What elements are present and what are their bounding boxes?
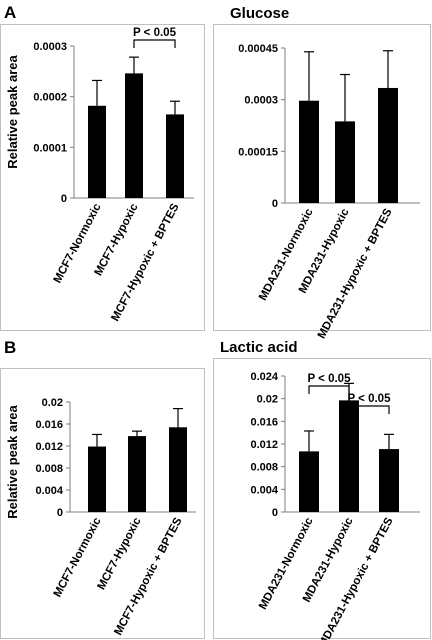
y-tick-label: 0.004 [250, 484, 278, 496]
y-tick-label: 0.004 [35, 485, 63, 497]
bar [378, 87, 398, 203]
significance-label: P < 0.05 [348, 393, 392, 405]
chart-frame-a-left [0, 24, 205, 331]
chart-lactic-acid-mda231: 00.0040.0080.0120.0160.020.024MDA231-Nor… [250, 371, 420, 640]
y-tick-label: 0.02 [42, 397, 63, 409]
bar [166, 114, 184, 198]
y-tick-label: 0.024 [250, 371, 278, 383]
chart-frame-a-right [213, 24, 431, 331]
panel-title-lactic-acid: Lactic acid [220, 339, 298, 356]
y-tick-label: 0.00045 [238, 43, 278, 55]
panel-letter-b: B [4, 338, 16, 357]
significance-bracket [308, 385, 350, 394]
y-tick-label: 0.012 [35, 441, 63, 453]
y-tick-label: 0.0002 [33, 92, 67, 104]
significance-label: P < 0.05 [308, 373, 352, 385]
y-axis-label-b: Relative peak area [5, 405, 20, 519]
y-tick-label: 0.016 [250, 416, 278, 428]
significance-bracket [133, 39, 176, 48]
y-tick-label: 0.02 [257, 394, 278, 406]
category-label: MDA231-Hypoxic + BPTES [317, 515, 396, 640]
category-label: MDA231-Hypoxic + BPTES [316, 206, 395, 340]
y-tick-label: 0.008 [250, 462, 278, 474]
chart-glucose-mcf7: 00.00010.00020.0003MCF7-NormoxicMCF7-Hyp… [33, 27, 194, 323]
bar [125, 73, 143, 198]
bar [88, 105, 106, 198]
chart-lactic-acid-mcf7: 00.0040.0080.0120.0160.02MCF7-NormoxicMC… [35, 397, 196, 637]
y-tick-label: 0 [61, 193, 67, 205]
y-tick-label: 0 [272, 507, 278, 519]
bar [169, 427, 187, 512]
bar [379, 449, 399, 512]
panel-letter-a: A [4, 3, 16, 22]
significance-label: P < 0.05 [133, 27, 177, 39]
panel-title-glucose: Glucose [230, 5, 289, 22]
chart-frame-b-right [213, 358, 431, 639]
y-tick-label: 0.0003 [244, 95, 278, 107]
category-label: MCF7-Hypoxic [96, 515, 144, 592]
y-tick-label: 0 [272, 198, 278, 210]
y-axis-label-a: Relative peak area [5, 55, 20, 169]
y-tick-label: 0.012 [250, 439, 278, 451]
y-tick-label: 0 [57, 507, 63, 519]
y-tick-label: 0.016 [35, 419, 63, 431]
y-tick-label: 0.008 [35, 463, 63, 475]
bar [339, 400, 359, 512]
y-tick-label: 0.0001 [33, 142, 67, 154]
chart-glucose-mda231: 00.000150.00030.00045MDA231-NormoxicMDA2… [238, 43, 420, 341]
y-tick-label: 0.00015 [238, 146, 278, 158]
bar [299, 451, 319, 512]
bar [335, 121, 355, 203]
bar [128, 436, 146, 512]
y-tick-label: 0.0003 [33, 41, 67, 53]
chart-frame-b-left [0, 368, 205, 639]
bar [299, 100, 319, 203]
significance-bracket [348, 405, 390, 414]
bar [88, 446, 106, 512]
